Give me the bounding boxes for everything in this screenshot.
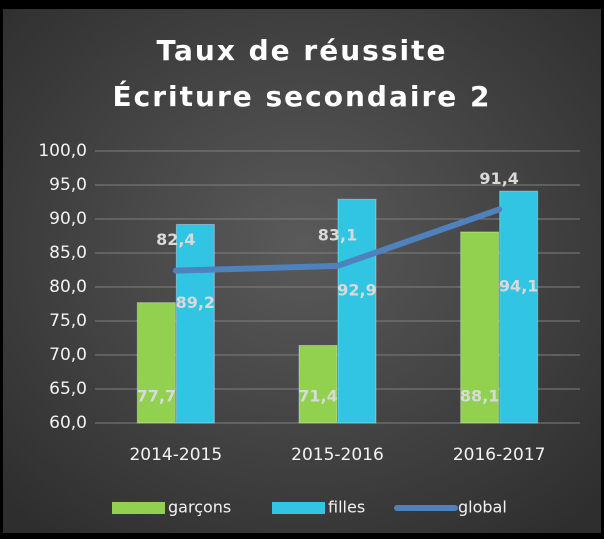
bar [337, 198, 377, 424]
x-tick-label: 2014-2015 [129, 445, 222, 465]
y-tick-label: 60,0 [49, 413, 87, 433]
bar [460, 231, 500, 424]
y-tick-label: 75,0 [49, 311, 87, 331]
y-tick-label: 100,0 [38, 141, 87, 161]
x-tick-label: 2015-2016 [291, 445, 384, 465]
data-label: 82,4 [156, 230, 195, 249]
y-tick-label: 70,0 [49, 345, 87, 365]
legend-label: garçons [168, 498, 231, 517]
bar [499, 190, 539, 424]
chart-title: Taux de réussite [157, 34, 448, 67]
legend-label: global [458, 498, 507, 517]
y-tick-label: 85,0 [49, 243, 87, 263]
y-tick-label: 95,0 [49, 175, 87, 195]
chart-subtitle: Écriture secondaire 2 [113, 79, 492, 113]
bar [298, 344, 338, 424]
data-label: 94,1 [499, 277, 538, 296]
legend-swatch [112, 502, 165, 514]
line [172, 206, 503, 274]
bar [136, 302, 176, 424]
y-tick-label: 90,0 [49, 209, 87, 229]
data-label: 83,1 [318, 225, 357, 244]
data-label: 71,4 [298, 387, 337, 406]
bar [175, 223, 215, 424]
legend-label: filles [328, 498, 365, 517]
data-label: 89,2 [176, 293, 215, 312]
data-label: 91,4 [479, 169, 518, 188]
y-tick-label: 65,0 [49, 379, 87, 399]
data-label: 88,1 [460, 387, 499, 406]
y-tick-label: 80,0 [49, 277, 87, 297]
x-tick-label: 2016-2017 [453, 445, 546, 465]
legend-swatch [272, 502, 325, 514]
data-label: 77,7 [137, 387, 176, 406]
data-label: 92,9 [337, 281, 376, 300]
